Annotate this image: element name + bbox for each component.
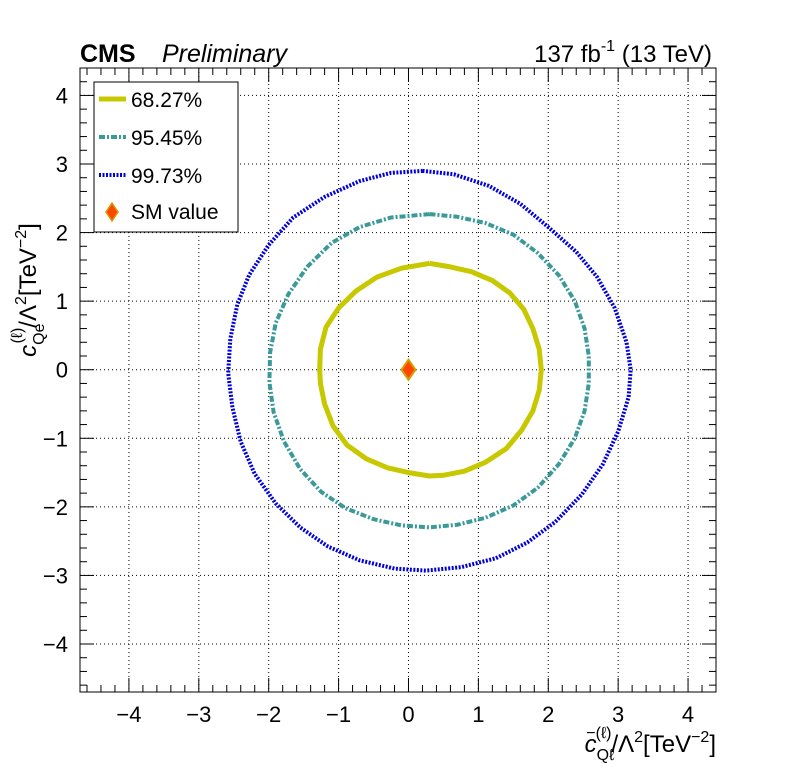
x-tick-label: 0 xyxy=(402,702,414,727)
y-axis-title: cQe(ℓ)/Λ2[TeV−2] xyxy=(9,223,48,357)
legend: 68.27% 95.45% 99.73% SM value xyxy=(93,81,239,233)
y-tick-label: 3 xyxy=(56,152,68,177)
y-tick-label: −4 xyxy=(43,632,68,657)
tick-labels: −4 −3 −2 −1 0 1 2 3 4 −4 −3 −2 −1 0 1 2 3 4 xyxy=(43,83,694,727)
experiment-label: CMS xyxy=(80,40,136,68)
x-tick-label: −4 xyxy=(116,702,141,727)
legend-95-label: 95.45% xyxy=(131,127,202,150)
y-tick-label: 4 xyxy=(56,83,68,108)
legend-sm-label: SM value xyxy=(131,201,219,224)
legend-box xyxy=(93,81,239,233)
y-tick-label: 2 xyxy=(56,221,68,246)
lumi-exponent: -1 xyxy=(601,38,615,55)
x-tick-label: 4 xyxy=(682,702,694,727)
y-tick-label: 0 xyxy=(56,358,68,383)
y-tick-label: −2 xyxy=(43,495,68,520)
sm-marker-layer xyxy=(400,357,417,382)
y-tick-label: −3 xyxy=(43,563,68,588)
plot-frame xyxy=(79,67,717,693)
energy-label: (13 TeV) xyxy=(615,41,712,68)
contour-9545 xyxy=(267,212,591,530)
legend-68-label: 68.27% xyxy=(131,89,202,112)
contour-series xyxy=(226,168,633,573)
contour-6827 xyxy=(317,260,544,479)
contour-9973 xyxy=(226,168,633,573)
x-tick-label: −1 xyxy=(326,702,351,727)
axis-ticks xyxy=(80,67,717,692)
x-tick-label: −2 xyxy=(256,702,281,727)
y-tick-label: −1 xyxy=(43,426,68,451)
x-tick-label: 3 xyxy=(612,702,624,727)
sm-value-marker xyxy=(400,357,417,382)
status-label: Preliminary xyxy=(162,40,289,68)
luminosity-label: 137 fb-1 (13 TeV) xyxy=(534,38,712,68)
x-tick-label: 1 xyxy=(472,702,484,727)
legend-99-label: 99.73% xyxy=(131,165,202,188)
legend-sm-swatch xyxy=(105,201,119,223)
x-tick-label: −3 xyxy=(186,702,211,727)
x-tick-label: 2 xyxy=(542,702,554,727)
lumi-value: 137 fb xyxy=(534,41,601,68)
y-tick-label: 1 xyxy=(56,289,68,314)
x-axis-title: cQℓ−(ℓ)/Λ2[TeV−2] xyxy=(585,725,716,764)
